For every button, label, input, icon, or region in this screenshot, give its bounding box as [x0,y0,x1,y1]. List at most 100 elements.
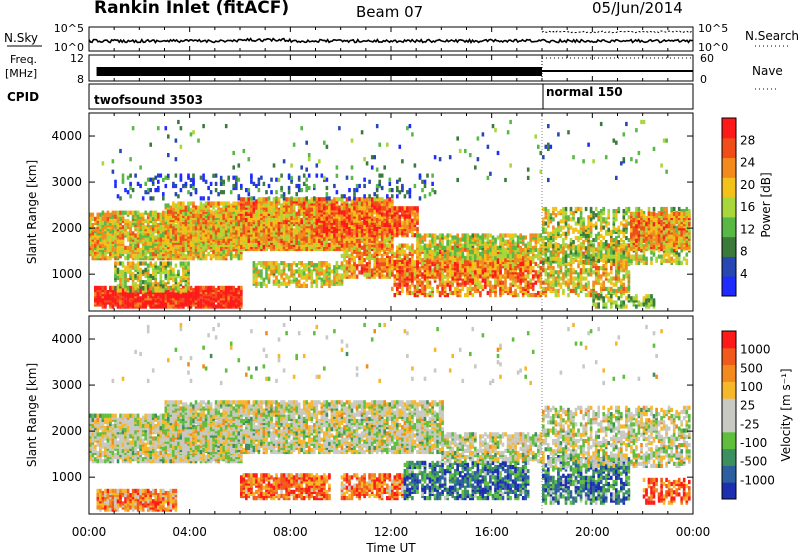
power-cell [184,275,188,281]
power-cell [121,300,125,305]
power-cell [167,236,170,241]
power-cell [126,300,130,305]
power-cell [157,237,160,242]
power-cell [270,226,273,231]
power-cell [325,231,329,236]
power-cell [124,218,127,224]
power-cell [350,214,354,219]
power-cell [94,233,97,238]
power-cell [164,261,168,266]
power-cell [111,296,115,301]
power-cell [292,240,296,245]
power-cell [141,261,145,266]
power-cell [318,229,321,234]
power-cell [401,206,404,211]
power-cell [119,225,122,230]
power-cell [91,223,95,228]
power-cell [297,197,301,202]
power-cell [154,249,157,255]
power-cell [333,275,336,280]
power-cell [106,290,110,295]
power-cell [287,234,291,239]
power-cell [277,232,281,237]
power-cell [167,285,170,290]
power-cell [255,205,258,210]
power-cell [109,223,112,228]
power-cell [146,212,150,217]
power-cell [408,229,412,234]
power-cell [89,229,92,234]
power-cell [144,280,147,285]
power-cell [408,214,412,219]
power-cell [313,263,316,268]
power-cell [411,218,414,223]
power-cell [260,209,263,214]
power-cell [101,216,105,221]
power-cell [247,217,251,223]
power-cell [144,261,147,266]
power-cell [111,218,115,224]
power-cell [162,288,165,293]
power-cell [136,210,140,215]
power-cell [204,222,208,227]
power-cell [310,197,314,202]
power-cell [212,244,215,250]
power-cell [406,226,409,232]
power-cell [235,205,238,210]
power-cell [302,275,306,280]
power-cell [174,300,178,305]
power-cell [386,212,389,217]
power-cell [302,201,306,206]
power-cell [202,207,205,212]
power-cell [229,224,233,229]
power-cell [164,230,168,235]
power-cell [252,220,256,225]
power-cell [240,207,243,212]
power-cell [323,206,326,211]
power-cell [189,236,193,241]
power-cell [94,285,97,290]
power-cell [119,237,122,242]
power-cell [217,201,220,206]
power-cell [126,218,130,224]
power-cell [297,279,301,284]
power-cell [277,224,281,229]
power-cell [124,210,127,215]
noise-left-label: N.Sky [4,31,38,45]
power-cell [272,203,276,208]
power-cell [139,296,142,301]
power-cell [126,231,130,236]
power-cell [134,263,137,268]
power-cell [245,222,248,227]
power-cell [232,210,235,215]
power-cell [157,247,160,253]
power-cell [295,230,298,235]
power-cell [136,292,140,297]
power-cell [134,239,137,244]
power-cell [89,225,92,230]
power-cell [131,271,135,276]
power-cell [302,207,306,212]
power-cell [353,229,356,234]
power-cell [212,237,215,242]
power-cell [157,252,160,257]
power-cell [134,243,137,248]
power-cell [179,236,183,241]
power-cell [126,265,130,270]
power-cell [184,205,188,210]
power-cell [159,294,163,299]
power-cell [237,215,241,221]
power-cell [116,252,120,257]
power-cell [149,261,152,266]
power-cell [169,286,173,291]
power-cell [343,220,346,225]
power-cell [272,234,276,239]
power-cell [89,252,92,257]
power-cell [197,285,200,290]
power-cell [307,217,311,223]
power-cell [187,201,190,206]
power-cell [222,245,225,250]
power-cell [121,229,125,234]
power-cell [139,225,142,230]
power-cell [295,197,298,202]
